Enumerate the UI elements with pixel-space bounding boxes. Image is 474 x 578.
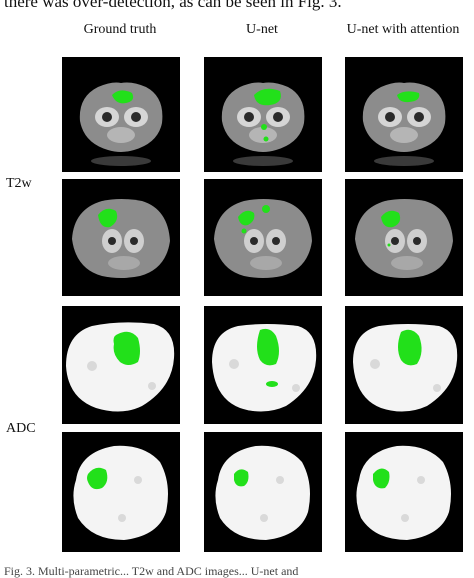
adc-unet-image-1 [204, 306, 322, 424]
row-label-t2w: T2w [6, 176, 32, 191]
column-header-unet-attention: U-net with attention [346, 22, 460, 37]
row-label-adc: ADC [6, 421, 36, 436]
t2w-unet-attention-image-2 [345, 179, 463, 296]
figure-caption-fragment: Fig. 3. Multi-parametric... T2w and ADC … [4, 564, 299, 578]
column-header-unet: U-net [246, 22, 278, 37]
t2w-ground-truth-image-1 [62, 57, 180, 172]
adc-ground-truth-image-1 [62, 306, 180, 424]
t2w-ground-truth-image-2 [62, 179, 180, 296]
t2w-unet-image-2 [204, 179, 322, 296]
body-text-fragment: there was over-detection, as can be seen… [4, 0, 342, 11]
adc-unet-attention-image-1 [345, 306, 463, 424]
adc-unet-attention-image-2 [345, 432, 463, 552]
adc-ground-truth-image-2 [62, 432, 180, 552]
adc-unet-image-2 [204, 432, 322, 552]
column-header-ground-truth: Ground truth [83, 22, 157, 37]
t2w-unet-attention-image-1 [345, 57, 463, 172]
t2w-unet-image-1 [204, 57, 322, 172]
